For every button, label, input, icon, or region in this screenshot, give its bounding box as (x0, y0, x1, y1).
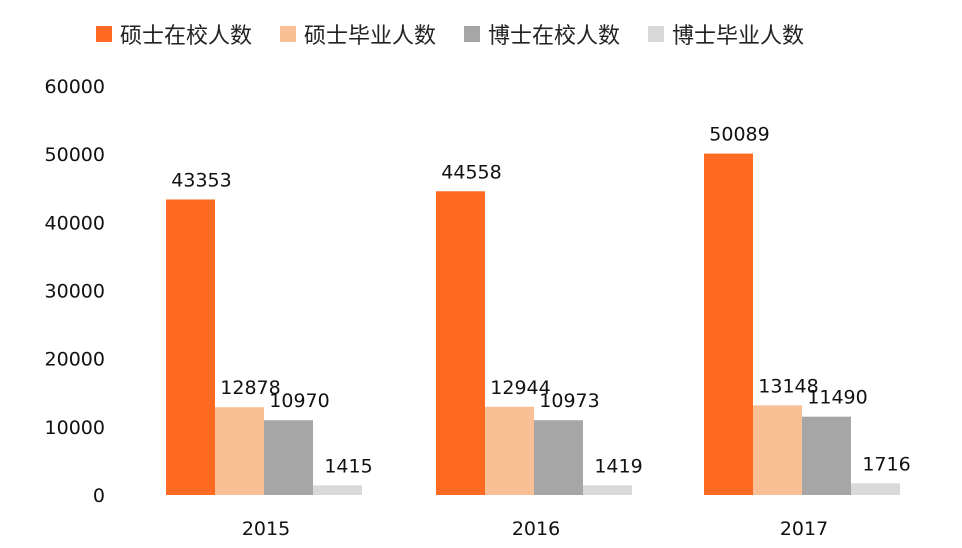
data-label: 50089 (709, 124, 769, 146)
legend-swatch-phd-enrolled (464, 26, 481, 42)
bar (583, 485, 632, 495)
data-label: 44558 (441, 161, 501, 183)
data-label: 43353 (171, 169, 231, 191)
bar (802, 416, 851, 495)
data-label: 13148 (758, 375, 818, 397)
data-label: 1419 (594, 455, 642, 477)
chart-legend: 硕士在校人数 硕士毕业人数 博士在校人数 博士毕业人数 (96, 18, 804, 50)
data-label: 11490 (807, 387, 867, 409)
data-label: 10970 (269, 390, 329, 412)
data-label: 10973 (539, 390, 599, 412)
y-tick-label: 20000 (45, 349, 105, 371)
bar (534, 420, 583, 495)
bar (704, 153, 753, 495)
legend-swatch-master-graduated (280, 26, 297, 42)
legend-item-phd-enrolled: 博士在校人数 (464, 18, 620, 50)
y-tick-label: 30000 (45, 281, 105, 303)
legend-label-master-graduated: 硕士毕业人数 (304, 24, 437, 49)
legend-item-phd-graduated: 博士毕业人数 (648, 18, 804, 50)
bar (166, 199, 215, 495)
bar (436, 191, 485, 495)
legend-label-phd-graduated: 博士毕业人数 (672, 24, 805, 49)
y-tick-label: 60000 (45, 76, 105, 98)
y-tick-label: 0 (93, 485, 105, 507)
y-tick-label: 50000 (45, 144, 105, 166)
x-tick-label: 2015 (242, 518, 290, 540)
legend-label-master-enrolled: 硕士在校人数 (120, 24, 253, 49)
bar (851, 483, 900, 495)
legend-label-phd-enrolled: 博士在校人数 (488, 24, 621, 49)
legend-item-master-enrolled: 硕士在校人数 (96, 18, 252, 50)
bar (485, 406, 534, 495)
legend-swatch-phd-graduated (648, 26, 665, 42)
data-label: 1415 (324, 455, 372, 477)
data-label: 12878 (220, 377, 280, 399)
y-tick-label: 40000 (45, 212, 105, 234)
data-label: 12944 (490, 377, 550, 399)
data-label: 1716 (862, 453, 910, 475)
x-tick-label: 2016 (512, 518, 560, 540)
bar (215, 407, 264, 495)
legend-item-master-graduated: 硕士毕业人数 (280, 18, 436, 50)
legend-swatch-master-enrolled (96, 26, 112, 42)
bar (313, 485, 362, 495)
bar (264, 420, 313, 495)
bar (753, 405, 802, 495)
y-tick-label: 10000 (45, 417, 105, 439)
x-tick-label: 2017 (780, 518, 828, 540)
